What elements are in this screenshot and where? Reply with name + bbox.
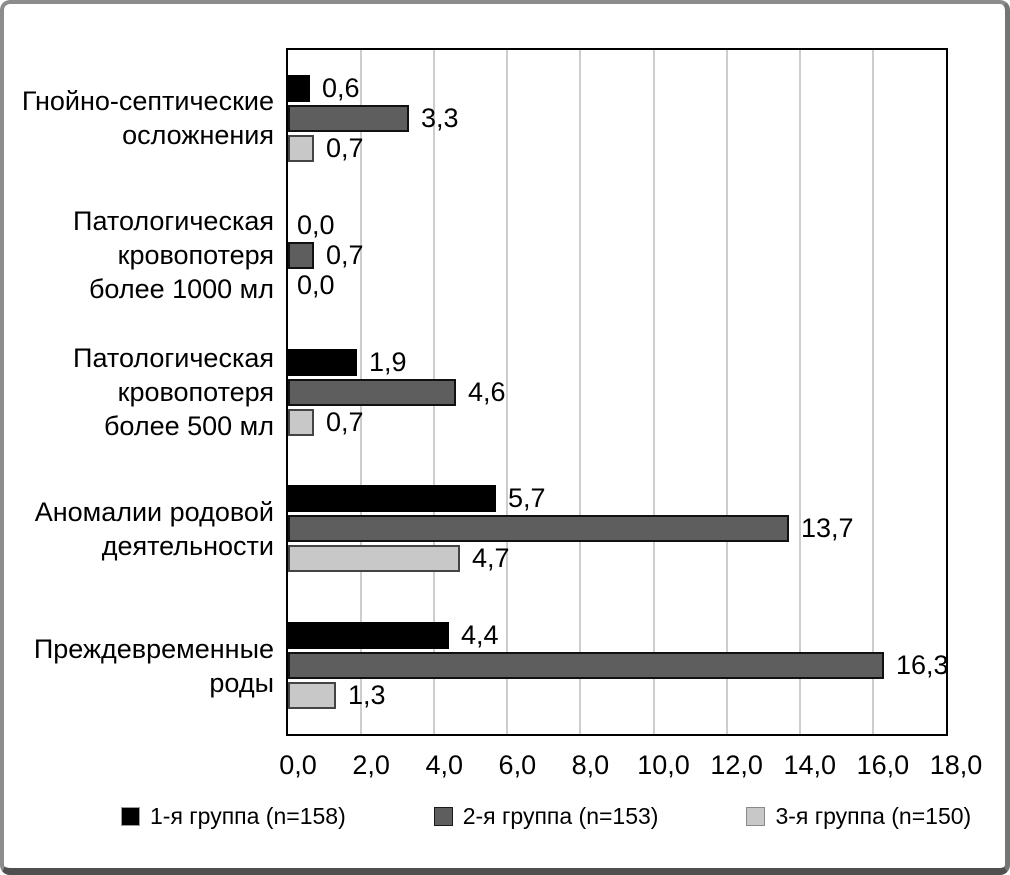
bar-row: 1,3 bbox=[288, 680, 946, 711]
value-label: 4,4 bbox=[461, 620, 499, 651]
value-label: 0,6 bbox=[322, 72, 360, 103]
bar-row: 0,7 bbox=[288, 406, 946, 437]
x-tick-label: 16,0 bbox=[856, 750, 910, 780]
bar-row: 0,6 bbox=[288, 72, 946, 103]
bar-row: 16,3 bbox=[288, 650, 949, 681]
category-label: Гнойно-септические осложнения bbox=[21, 86, 274, 151]
value-label: 0,7 bbox=[326, 406, 364, 437]
bar-row: 0,7 bbox=[288, 132, 946, 163]
x-tick-label: 8,0 bbox=[571, 750, 610, 780]
bar-series2-cat5 bbox=[288, 652, 884, 680]
bar-series1-cat4 bbox=[288, 485, 496, 513]
category-label: Патологическая кровопотеря более 1000 мл bbox=[73, 206, 274, 305]
x-tick-label: 10,0 bbox=[637, 750, 690, 780]
x-tick-label: 4,0 bbox=[425, 750, 463, 780]
bar-row: 4,6 bbox=[288, 376, 946, 407]
x-tick-label: 2,0 bbox=[352, 750, 390, 780]
legend-item-3: 3-я группа (n=150) bbox=[746, 802, 972, 829]
legend-swatch-2 bbox=[433, 806, 453, 826]
value-label: 1,3 bbox=[348, 680, 386, 711]
bar-series1-cat5 bbox=[288, 622, 449, 650]
category-label: Патологическая кровопотеря более 500 мл bbox=[73, 342, 274, 441]
legend-item-1: 1-я группа (n=158) bbox=[121, 802, 346, 829]
value-label: 16,3 bbox=[896, 650, 949, 681]
gridline bbox=[506, 50, 509, 734]
value-label: 0,0 bbox=[297, 209, 335, 240]
legend-item-2: 2-я группа (n=153) bbox=[433, 802, 659, 829]
value-label: 0,7 bbox=[326, 239, 364, 270]
bar-series2-cat1 bbox=[288, 104, 409, 132]
gridline bbox=[652, 50, 655, 734]
x-tick-label: 12,0 bbox=[710, 750, 763, 780]
gridline bbox=[798, 50, 801, 734]
bar-row: 0,0 bbox=[288, 209, 946, 240]
bar-series2-cat2 bbox=[288, 241, 314, 269]
x-tick-label: 6,0 bbox=[498, 750, 537, 780]
bar-series3-cat4 bbox=[288, 545, 460, 573]
bar-series1-cat1 bbox=[288, 74, 310, 102]
bar-row: 1,9 bbox=[288, 346, 946, 377]
value-label: 4,6 bbox=[468, 376, 506, 407]
legend-label-2: 2-я группа (n=153) bbox=[462, 802, 659, 829]
bar-series3-cat1 bbox=[288, 134, 314, 162]
category-label: Аномалии родовой деятельности bbox=[34, 496, 274, 561]
bar-row: 3,3 bbox=[288, 102, 946, 133]
value-label: 3,3 bbox=[421, 102, 459, 133]
value-label: 0,0 bbox=[297, 269, 335, 300]
gridline bbox=[725, 50, 728, 734]
value-label: 4,7 bbox=[472, 543, 510, 574]
x-tick-label: 14,0 bbox=[783, 750, 837, 780]
bar-row: 4,4 bbox=[288, 620, 946, 651]
legend-swatch-1 bbox=[121, 806, 140, 826]
legend-label-1: 1-я группа (n=158) bbox=[150, 802, 346, 829]
bar-row: 5,7 bbox=[288, 483, 946, 514]
legend-swatch-3 bbox=[746, 806, 766, 826]
bar-series2-cat4 bbox=[288, 515, 789, 543]
bar-row: 13,7 bbox=[288, 513, 946, 544]
bar-series1-cat3 bbox=[288, 348, 357, 376]
category-label: Преждевременные роды bbox=[33, 633, 274, 698]
legend-label-3: 3-я группа (n=150) bbox=[775, 802, 972, 829]
value-label: 0,7 bbox=[326, 132, 364, 163]
gridline bbox=[871, 50, 874, 734]
legend: 1-я группа (n=158) 2-я группа (n=153) 3-… bbox=[121, 802, 972, 829]
bar-row: 0,0 bbox=[288, 269, 946, 300]
bar-series3-cat5 bbox=[288, 682, 336, 710]
value-label: 5,7 bbox=[508, 483, 546, 514]
plot-area: 0,6 3,3 0,7 0,0 0,7 0,0 1,9 4,6 0,7 5,7 13,7 4,7 4,4… bbox=[286, 48, 949, 736]
category-axis: Гнойно-септические осложнения Патологичес… bbox=[12, 50, 274, 734]
gridline bbox=[579, 50, 582, 734]
bar-row: 4,7 bbox=[288, 543, 946, 574]
x-tick-label: 0,0 bbox=[279, 750, 317, 780]
bar-row: 0,7 bbox=[288, 239, 946, 270]
bar-series2-cat3 bbox=[288, 378, 456, 406]
bar-series3-cat3 bbox=[288, 408, 314, 436]
value-label: 1,9 bbox=[369, 346, 407, 377]
x-tick-label: 18,0 bbox=[929, 750, 983, 780]
value-label: 13,7 bbox=[801, 513, 854, 544]
